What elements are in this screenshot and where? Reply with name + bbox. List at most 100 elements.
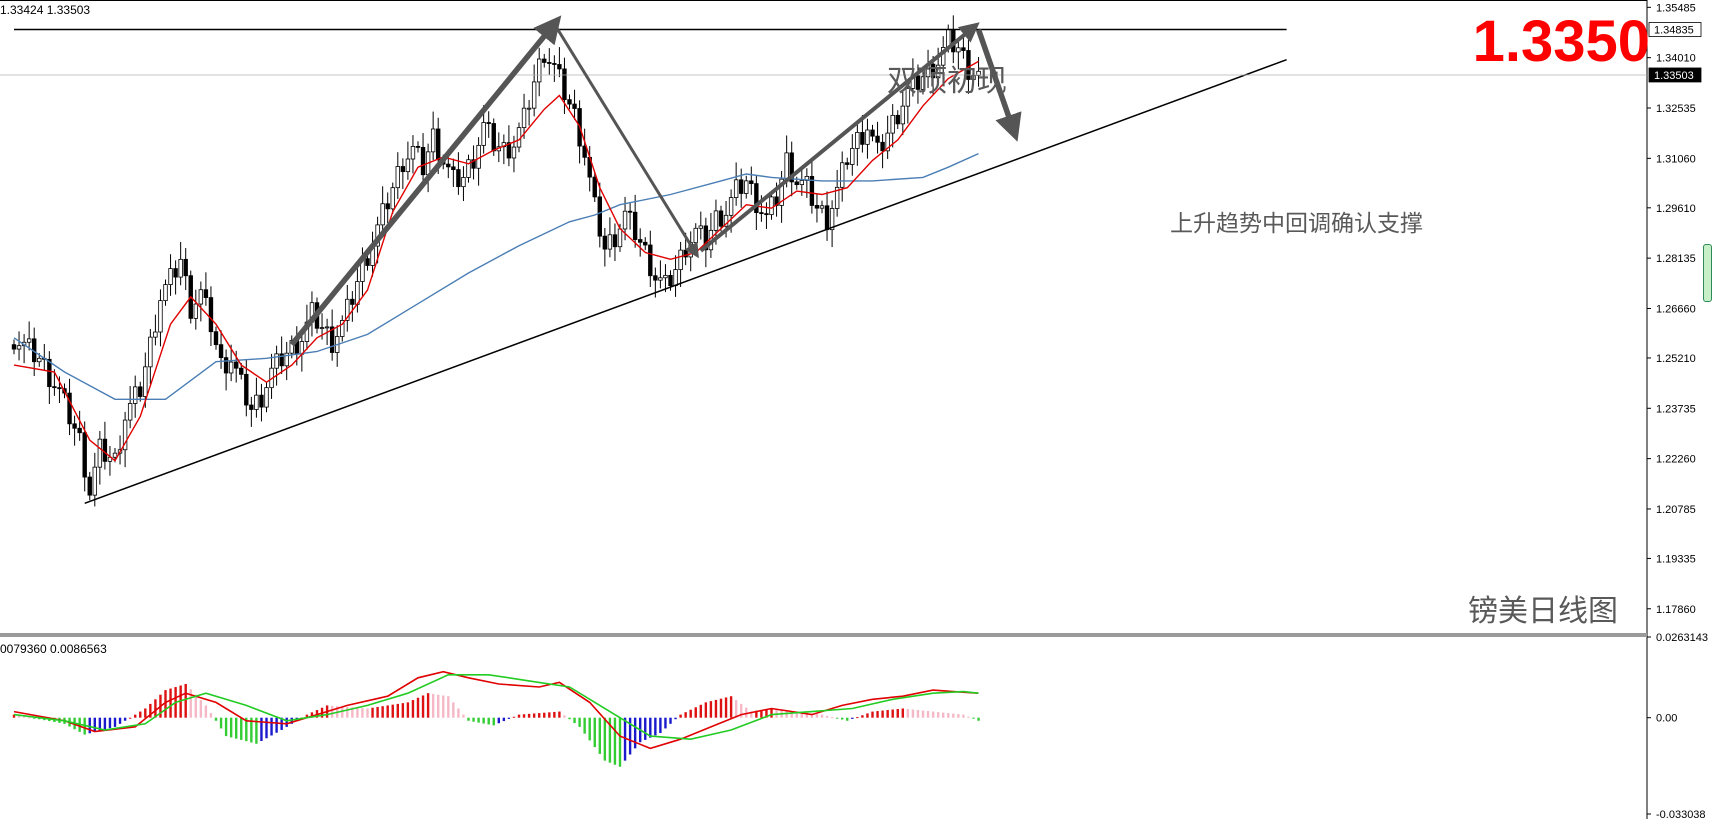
candle — [138, 381, 143, 402]
double-top-annotation: 双顶初现 — [887, 64, 1007, 99]
macd-histogram-bar — [740, 703, 743, 718]
candle-body — [249, 404, 254, 410]
candle-body — [733, 179, 739, 198]
macd-histogram-bar — [760, 710, 763, 718]
macd-histogram-bar — [27, 717, 31, 719]
chart-caption: 镑美日线图 — [1468, 594, 1618, 629]
macd-histogram-bar — [255, 717, 258, 744]
candle — [638, 228, 643, 257]
candle — [612, 223, 618, 262]
macd-histogram-bar — [154, 699, 157, 718]
macd-histogram-bar — [376, 706, 379, 718]
macd-histogram-bar — [421, 695, 425, 718]
macd-histogram-bar — [406, 702, 410, 718]
candle-body — [653, 275, 658, 281]
macd-histogram-bar — [558, 711, 561, 718]
candle-body — [860, 132, 865, 145]
candle — [390, 182, 395, 214]
vertical-scrollbar[interactable] — [1703, 244, 1712, 302]
candle-body — [203, 289, 209, 298]
candle-body — [627, 210, 633, 213]
macd-histogram-bar — [765, 709, 768, 718]
macd-histogram-bar — [194, 694, 197, 718]
candle-body — [632, 211, 638, 240]
candle-body — [814, 205, 820, 209]
macd-histogram-bar — [633, 717, 637, 749]
candle-body — [476, 144, 481, 169]
macd-histogram-bar — [649, 717, 652, 738]
candle-body — [819, 205, 825, 209]
macd-histogram-bar — [563, 715, 566, 718]
candle — [531, 64, 537, 117]
candle-body — [446, 163, 451, 168]
macd-histogram-bar — [967, 716, 970, 718]
macd-histogram-bar — [128, 717, 132, 719]
candle-body — [764, 213, 769, 216]
candle — [582, 128, 587, 166]
macd-histogram-bar — [386, 705, 389, 718]
macd-histogram-bar — [538, 713, 541, 718]
macd-histogram-bar — [644, 717, 647, 740]
macd-histogram-bar — [659, 717, 662, 734]
price-tick-label: 1.17860 — [1656, 604, 1696, 616]
macd-histogram-bar — [664, 717, 667, 729]
candle-body — [16, 345, 22, 350]
price-plot — [0, 15, 1647, 507]
trend-arrow — [699, 22, 980, 253]
macd-histogram-bar — [361, 708, 364, 718]
candle — [213, 326, 219, 350]
macd-histogram-bar — [704, 702, 708, 718]
candle-body — [668, 274, 673, 287]
macd-histogram-bar — [149, 703, 152, 718]
candle — [733, 162, 739, 206]
macd-histogram-bar — [568, 717, 571, 720]
macd-histogram-bar — [800, 712, 803, 718]
macd-histogram-bar — [12, 714, 16, 718]
candle-body — [319, 327, 325, 329]
candle-body — [213, 331, 219, 346]
candle — [400, 158, 406, 190]
macd-histogram-bar — [755, 710, 758, 718]
macd-histogram-bar — [871, 711, 874, 718]
candle — [526, 99, 532, 126]
candle-body — [537, 58, 542, 83]
candle — [178, 241, 183, 286]
candle-body — [158, 300, 163, 333]
candle-body — [486, 122, 491, 124]
candle — [203, 272, 209, 306]
candle — [168, 254, 173, 296]
candle-body — [239, 367, 244, 375]
candle — [395, 152, 400, 199]
candle — [385, 192, 390, 224]
macd-histogram-bar — [532, 713, 536, 718]
price-tick-label: 1.35485 — [1656, 2, 1696, 14]
candle-body — [749, 180, 754, 184]
candle-body — [481, 122, 486, 146]
macd-histogram-bar — [391, 704, 394, 718]
candle — [486, 111, 491, 138]
macd-histogram-bar — [856, 717, 859, 719]
macd-tick-label: 0.00 — [1656, 713, 1677, 725]
macd-histogram-bar — [22, 716, 26, 718]
candle-body — [461, 177, 466, 188]
candle-body — [703, 225, 709, 251]
macd-histogram-bar — [381, 706, 384, 718]
candle-body — [163, 284, 168, 302]
candle-body — [905, 87, 911, 107]
candle-body — [759, 212, 764, 215]
macd-histogram-bar — [497, 717, 500, 724]
candle-body — [966, 50, 971, 80]
candle-body — [875, 135, 880, 143]
candle — [228, 344, 234, 382]
macd-histogram-bar — [426, 693, 430, 718]
price-axis: 1.35485 1.34010 1.32535 1.31060 1.29610 1.281… — [1647, 2, 1708, 821]
macd-histogram-bar — [487, 717, 490, 725]
macd-histogram-bar — [139, 711, 142, 718]
candle — [279, 336, 284, 374]
candle-body — [279, 353, 284, 367]
price-tag-label: 1.34835 — [1654, 25, 1694, 37]
candle-body — [658, 277, 663, 281]
candle — [749, 166, 754, 195]
candle-body — [602, 235, 608, 250]
